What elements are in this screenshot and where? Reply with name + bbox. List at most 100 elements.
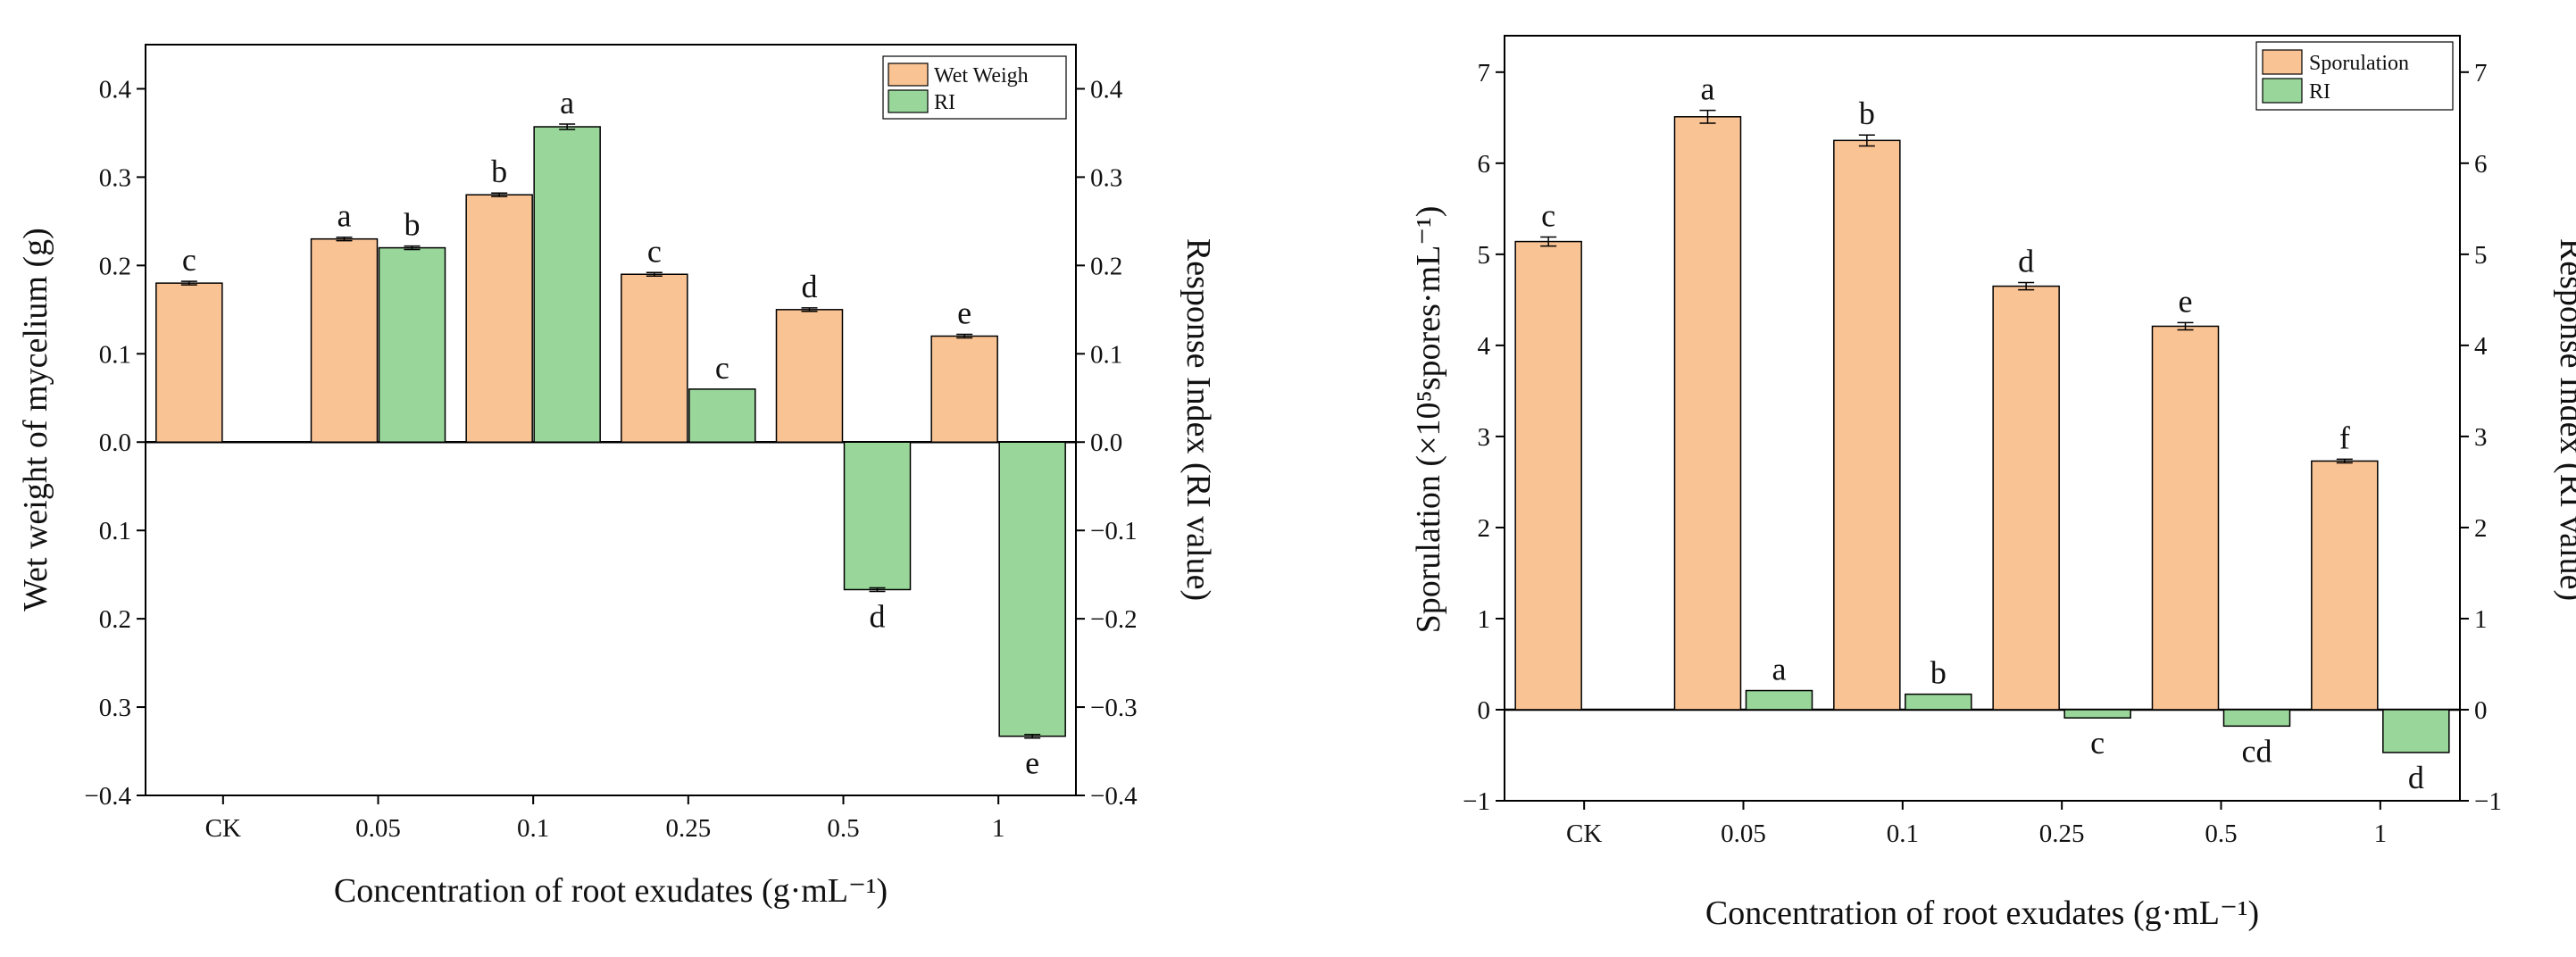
bar-sporulation — [1992, 285, 2060, 711]
x-tick-label: 1 — [2374, 820, 2388, 848]
bar-sporulation — [1673, 116, 1742, 711]
x-tick-label: 0.05 — [1721, 820, 1766, 848]
significance-letter: d — [2018, 243, 2034, 279]
y-tick-label-left: 0.1 — [99, 340, 131, 369]
y-tick-label-left: −1 — [1463, 787, 1490, 816]
y-tick-label-left: 2 — [1478, 514, 1491, 543]
x-axis-label: Concentration of root exudates (g·mL⁻¹) — [1705, 895, 2259, 932]
y-tick-label-left: 3 — [1478, 423, 1491, 452]
significance-letter: b — [404, 207, 421, 243]
y-axis-label-right: Response Index (RI value) — [1180, 238, 1217, 601]
bar-ri — [1905, 693, 1972, 711]
plot-frame — [145, 44, 1077, 796]
bar-ri — [843, 441, 912, 591]
y-tick-label-right: 0.2 — [1090, 252, 1122, 280]
significance-letter: c — [715, 350, 729, 386]
legend-swatch-sporulation — [2262, 49, 2303, 75]
y-axis-label-right: Response Index (RI value) — [2553, 238, 2576, 601]
x-axis: CK 0.05 0.1 0.25 0.5 1 — [1566, 801, 2387, 848]
significance-letter: d — [2408, 760, 2424, 795]
x-tick-label: 0.5 — [827, 814, 859, 843]
bar-wet-weigh — [310, 237, 379, 443]
y-tick-label-right: −0.4 — [1090, 782, 1138, 811]
x-axis-label: Concentration of root exudates (g·mL⁻¹) — [334, 872, 888, 910]
bar-wet-weigh — [621, 273, 688, 443]
y-axis-label-left: Sporulation (×10⁵spores·mL⁻¹) — [1410, 206, 1447, 634]
chart-wet-weight: −0.40.30.20.10.00.10.20.30.4 −0.4−0.3−0.… — [17, 44, 1217, 910]
bar-ri — [688, 388, 756, 443]
bar-ri — [2382, 709, 2450, 753]
y-tick-label-left: 0.4 — [99, 75, 132, 104]
bar-sporulation — [2311, 460, 2379, 711]
y-axis-left: −1 0 1 2 3 4 5 6 7 — [1463, 59, 1505, 816]
significance-letter: c — [647, 233, 662, 269]
y-axis-right: −0.4 −0.3 −0.2 −0.1 0.0 0.1 0.2 0.3 0.4 — [1076, 75, 1138, 811]
bar-ri — [1745, 689, 1813, 711]
y-tick-label-left: 0 — [1478, 696, 1491, 725]
bar-ri — [2063, 709, 2131, 719]
bars: c a b d e f a b c cd d — [1514, 71, 2450, 795]
legend: Sporulation RI — [2255, 41, 2454, 111]
y-tick-label-left: 0.2 — [99, 252, 131, 280]
y-tick-label-left: 0.2 — [99, 605, 131, 634]
y-tick-label-right: 0.3 — [1090, 163, 1122, 192]
x-tick-label: 0.1 — [517, 814, 549, 843]
x-tick-label: 0.5 — [2205, 820, 2237, 848]
x-tick-label: 0.1 — [1887, 820, 1919, 848]
bar-ri — [998, 441, 1066, 737]
y-tick-label-right: 1 — [2474, 605, 2488, 634]
y-tick-label-left: 0.1 — [99, 517, 131, 545]
y-axis-right: −1 0 1 2 3 4 5 6 7 — [2460, 59, 2502, 816]
y-tick-label-left: 0.3 — [99, 163, 131, 192]
y-tick-label-left: 0.0 — [99, 429, 131, 457]
legend-swatch-ri — [888, 89, 929, 113]
significance-letter: a — [1772, 652, 1787, 687]
legend-label-wet-weigh: Wet Weigh — [934, 64, 1029, 87]
y-tick-label-left: −0.4 — [84, 782, 131, 811]
y-tick-label-left: 4 — [1478, 332, 1491, 361]
bar-ri — [533, 126, 601, 443]
bar-ri — [2222, 709, 2291, 728]
significance-letter: e — [957, 295, 971, 331]
y-tick-label-left: 1 — [1478, 605, 1491, 634]
significance-letter: c — [1541, 197, 1555, 233]
bar-wet-weigh — [465, 194, 533, 443]
y-axis-label-left: Wet weight of mycelium (g) — [17, 228, 54, 612]
significance-letter: a — [1701, 71, 1715, 107]
significance-letter: f — [2339, 420, 2350, 455]
x-tick-label: 0.25 — [665, 814, 711, 843]
x-tick-label: CK — [1566, 820, 1602, 848]
y-tick-label-right: 0.1 — [1090, 340, 1122, 369]
y-tick-label-right: 6 — [2474, 150, 2488, 179]
legend-label-ri: RI — [2309, 80, 2330, 104]
y-tick-label-right: 3 — [2474, 423, 2488, 452]
y-tick-label-right: 4 — [2474, 332, 2488, 361]
significance-letter: e — [1025, 745, 1039, 781]
significance-letter: e — [2179, 283, 2193, 319]
bar-wet-weigh — [930, 335, 998, 443]
significance-letter: d — [802, 269, 818, 304]
y-axis-left: −0.4 0.3 0.2 0.1 0.0 0.1 0.2 0.3 0.4 — [84, 75, 146, 811]
significance-letter: b — [1930, 655, 1947, 691]
y-tick-label-right: −0.1 — [1090, 517, 1138, 545]
y-tick-label-right: −0.2 — [1090, 605, 1138, 634]
bar-ri — [378, 246, 446, 443]
y-tick-label-right: 5 — [2474, 241, 2488, 270]
legend-label-sporulation: Sporulation — [2309, 52, 2409, 75]
significance-letter: b — [491, 154, 507, 189]
legend-swatch-ri — [2262, 78, 2303, 104]
bar-sporulation — [1833, 139, 1901, 711]
x-tick-label: 1 — [992, 814, 1005, 843]
bar-wet-weigh — [775, 309, 844, 443]
y-tick-label-right: 0.4 — [1090, 75, 1123, 104]
x-axis: CK 0.05 0.1 0.25 0.5 1 — [205, 795, 1005, 843]
significance-letter: c — [182, 242, 196, 278]
bars: c a b c d e b a c d e — [155, 85, 1066, 781]
significance-letter: b — [1859, 96, 1875, 131]
bar-wet-weigh — [155, 282, 223, 443]
bar-sporulation — [1514, 240, 1582, 711]
y-tick-label-right: −1 — [2474, 787, 2502, 816]
significance-letter: cd — [2242, 733, 2272, 769]
x-tick-label: 0.05 — [355, 814, 401, 843]
